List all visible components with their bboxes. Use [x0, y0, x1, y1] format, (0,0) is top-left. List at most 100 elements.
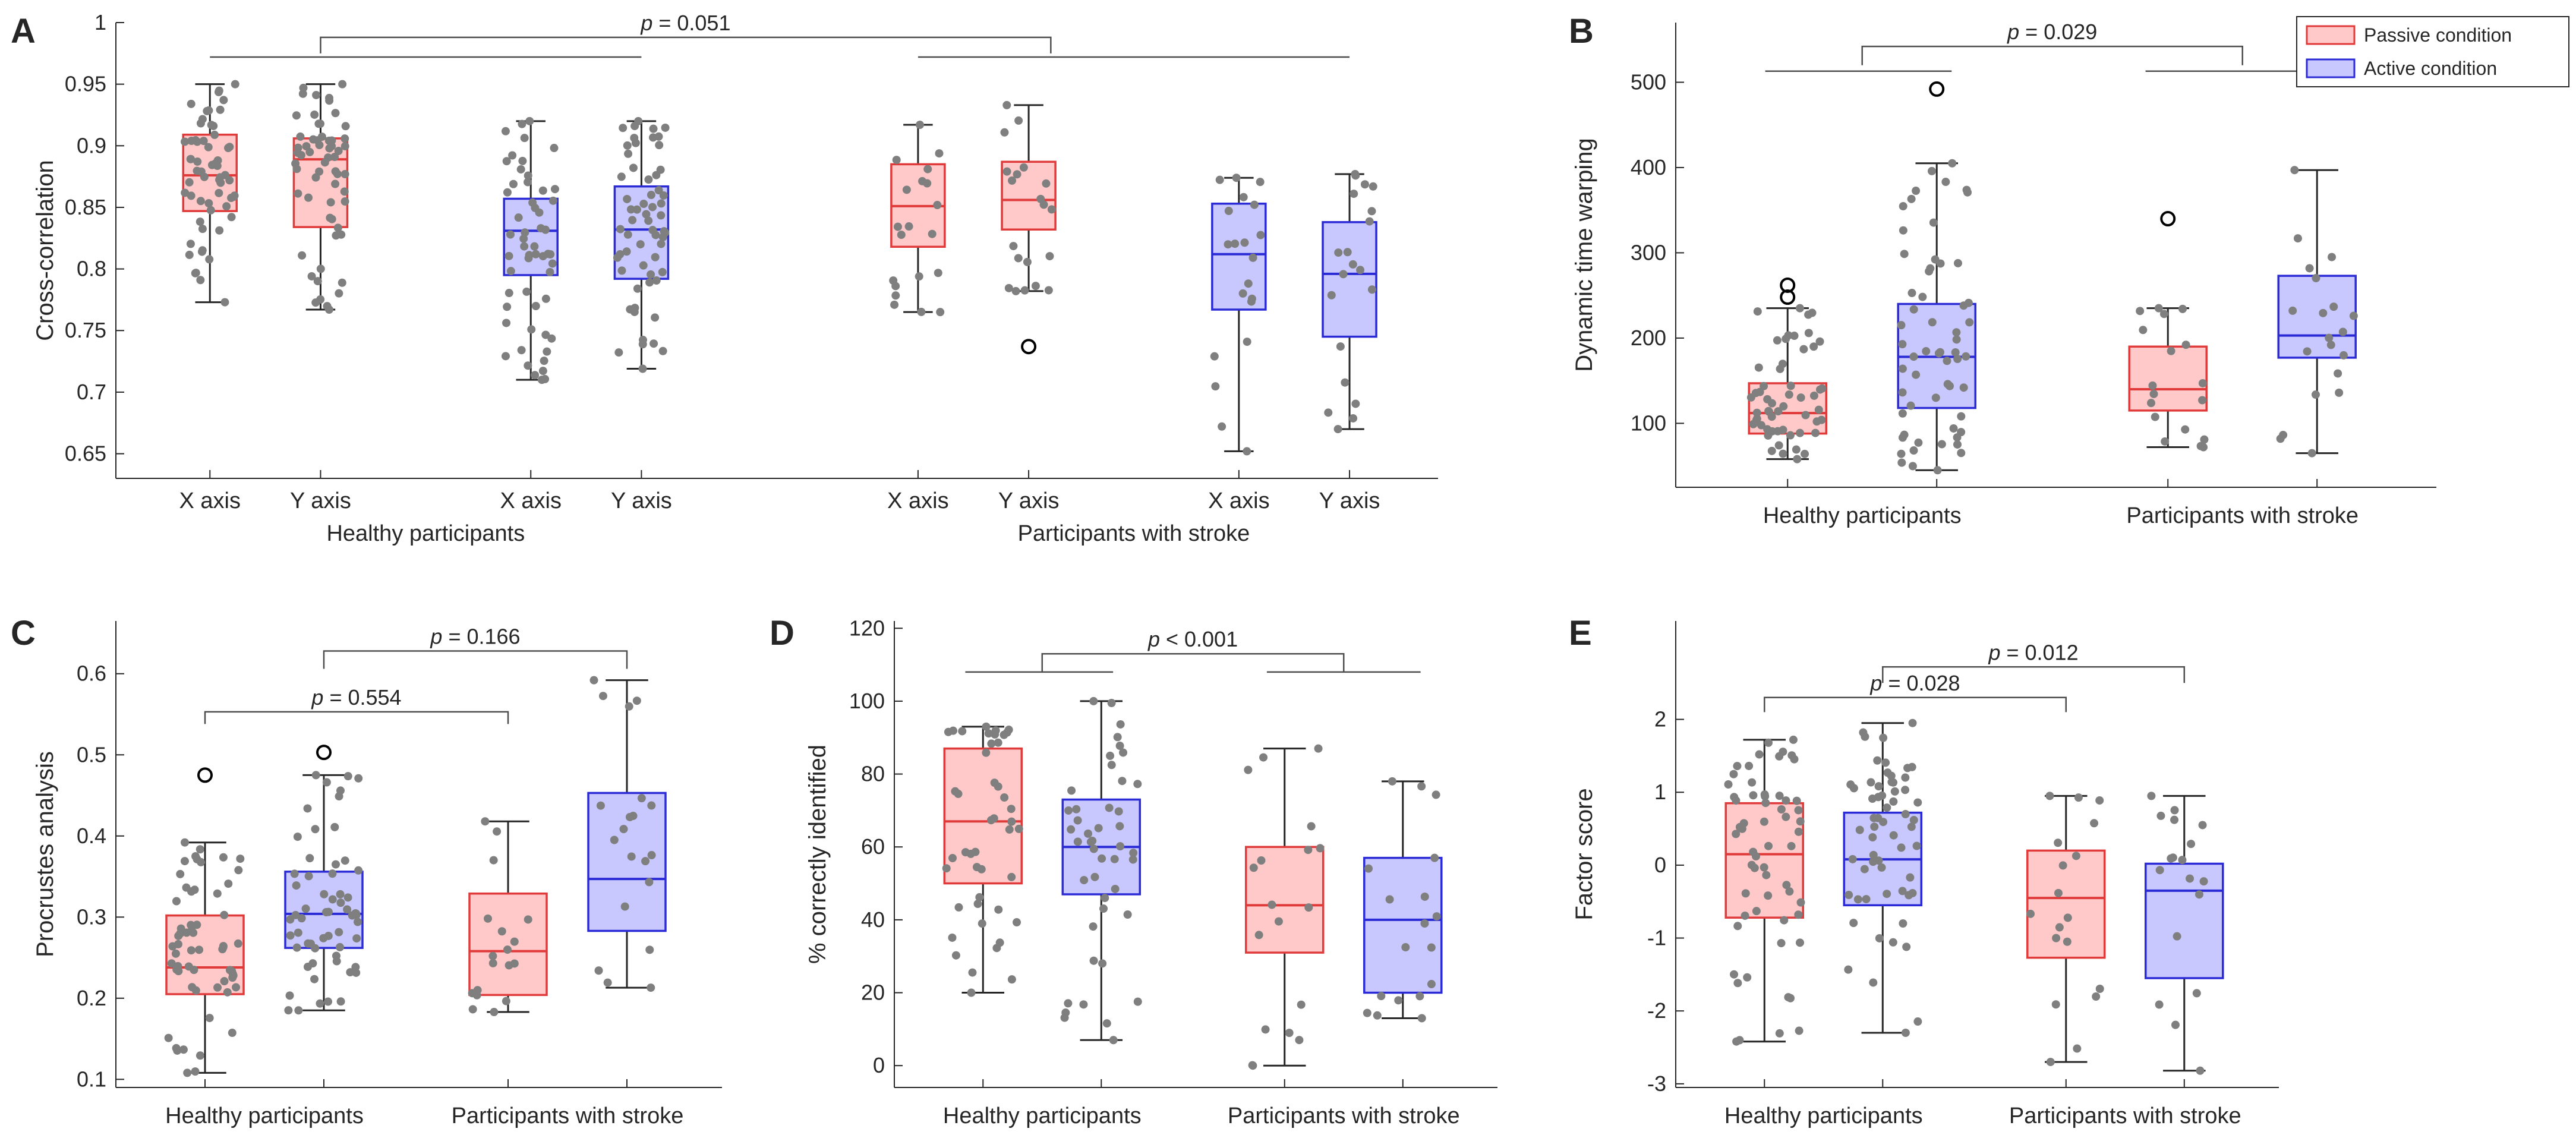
data-point	[308, 959, 317, 968]
data-point	[176, 869, 185, 878]
outlier-marker	[197, 767, 213, 783]
data-point	[211, 159, 220, 168]
data-point	[1959, 383, 1968, 392]
data-point	[2198, 396, 2207, 405]
data-point	[2290, 166, 2299, 175]
data-point	[2063, 937, 2071, 946]
data-point	[197, 857, 206, 866]
data-point	[1862, 895, 1871, 904]
group-label: Healthy participants	[1724, 1104, 1923, 1128]
data-point	[1907, 762, 1916, 771]
bracket-line	[204, 711, 509, 724]
data-point	[628, 216, 637, 225]
data-point	[1767, 399, 1776, 408]
data-point	[1953, 258, 1962, 267]
data-point	[326, 198, 335, 207]
p-value-label: p = 0.554	[311, 685, 401, 710]
p-value-label: p = 0.012	[1988, 640, 2078, 664]
data-point	[1951, 348, 1960, 357]
data-point	[196, 197, 205, 206]
data-point	[594, 966, 603, 975]
data-point	[1815, 385, 1824, 394]
data-point	[2178, 856, 2187, 865]
data-point	[1732, 830, 1741, 838]
data-point	[902, 185, 911, 194]
data-point	[968, 968, 977, 977]
data-point	[655, 141, 664, 150]
data-point	[2200, 435, 2209, 444]
data-point	[520, 134, 529, 143]
data-point	[180, 857, 189, 866]
data-point	[1128, 855, 1137, 864]
data-point	[1007, 817, 1016, 826]
data-point	[328, 895, 337, 904]
data-point	[1009, 242, 1018, 251]
data-point	[1849, 919, 1858, 928]
data-point	[1902, 942, 1911, 951]
data-point	[1764, 841, 1773, 850]
data-point	[1089, 696, 1098, 705]
y-tick-label: 1	[1654, 780, 1666, 804]
data-point	[191, 852, 200, 860]
data-point	[1118, 777, 1127, 786]
data-point	[2026, 909, 2035, 918]
data-point	[1777, 939, 1786, 948]
data-point	[1377, 992, 1386, 1001]
data-point	[343, 772, 352, 781]
p-value-label: p = 0.166	[430, 625, 520, 649]
data-point	[185, 178, 194, 187]
data-point	[541, 330, 550, 339]
data-point	[1369, 182, 1377, 191]
data-point	[525, 116, 534, 125]
box-passive-condition	[889, 121, 946, 317]
data-point	[1090, 872, 1099, 881]
data-point	[1089, 922, 1098, 931]
data-point	[1133, 997, 1142, 1006]
data-point	[1926, 264, 1935, 273]
data-point	[311, 771, 320, 780]
panel-label-b: B	[1569, 12, 1594, 51]
data-point	[352, 934, 361, 943]
data-point	[2159, 310, 2168, 319]
data-point	[1119, 748, 1128, 757]
y-tick-label: 0.85	[65, 195, 106, 219]
data-point	[541, 225, 550, 234]
data-point	[1883, 803, 1891, 812]
data-point	[1879, 818, 1888, 827]
data-point	[302, 142, 311, 151]
data-point	[311, 825, 320, 834]
data-point	[603, 978, 612, 987]
data-point	[195, 945, 204, 954]
group-label: Healthy participants	[943, 1104, 1142, 1128]
outlier-marker	[316, 745, 332, 761]
data-point	[2329, 302, 2338, 311]
data-point	[1898, 388, 1907, 397]
data-point	[219, 853, 228, 862]
box-passive-condition	[468, 817, 548, 1017]
data-point	[1752, 907, 1761, 916]
box-active-condition	[501, 116, 559, 384]
data-point	[1859, 728, 1868, 737]
data-point	[196, 276, 205, 285]
data-point	[334, 146, 343, 155]
data-point	[1775, 792, 1784, 800]
data-point	[1101, 894, 1109, 903]
data-point	[1356, 266, 1365, 275]
data-point	[1815, 337, 1824, 346]
data-point	[1002, 167, 1011, 176]
data-point	[936, 308, 945, 317]
data-point	[1107, 699, 1116, 708]
data-point	[292, 881, 301, 890]
y-tick-label: 20	[861, 980, 885, 1005]
data-point	[182, 928, 191, 937]
x-tick-label: X axis	[1208, 488, 1269, 513]
data-point	[341, 122, 350, 131]
data-point	[1762, 871, 1771, 879]
data-point	[1933, 466, 1942, 475]
data-point	[638, 364, 647, 373]
data-point	[641, 857, 650, 866]
data-point	[659, 191, 668, 200]
data-point	[1907, 194, 1916, 203]
data-point	[982, 722, 991, 731]
data-point	[1869, 850, 1878, 859]
